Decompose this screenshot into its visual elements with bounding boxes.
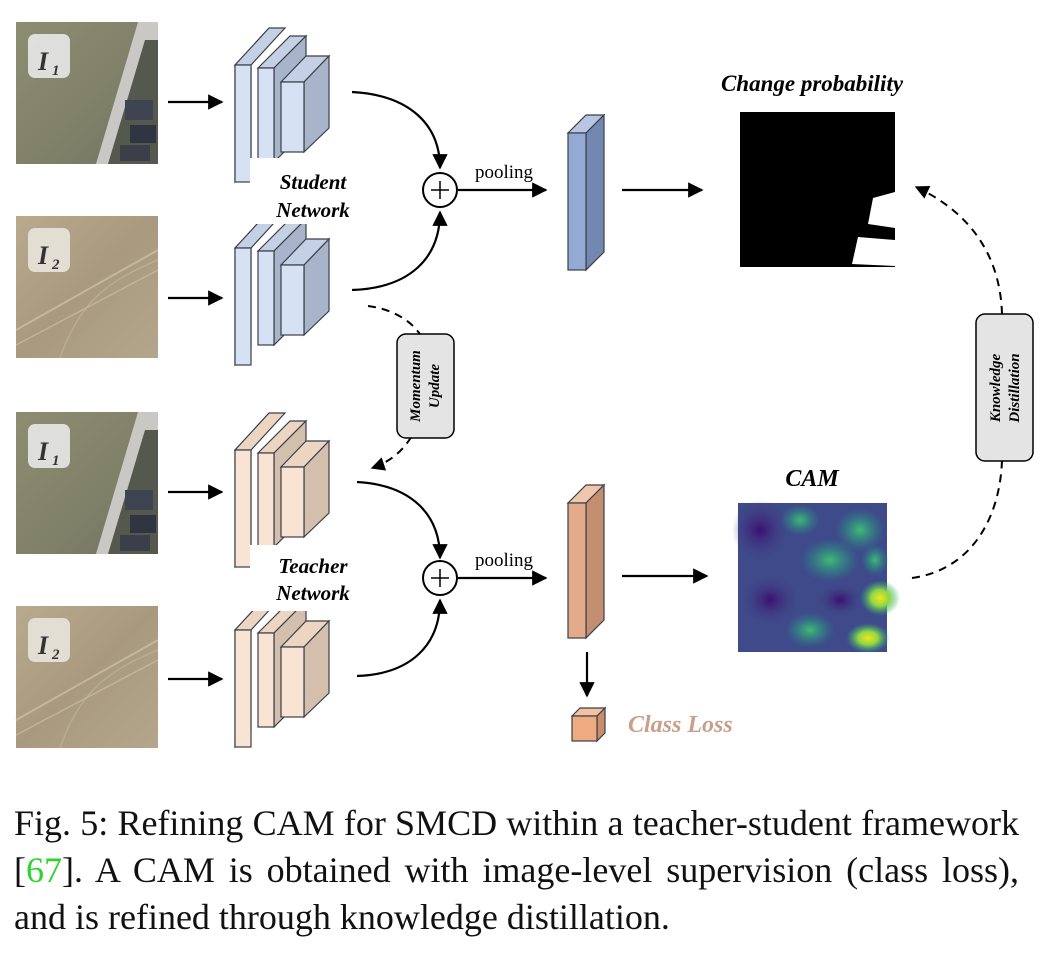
teacher-network-block-2 <box>233 592 331 749</box>
momentum-update-label: Update <box>427 364 443 409</box>
class-loss-label: Class Loss <box>628 712 733 738</box>
teacher-pooled-vector <box>566 483 606 640</box>
caption-text: Fig. 5: Refining CAM for SMCD within a t… <box>14 803 1019 890</box>
image-label-subscript: 2 <box>51 257 60 273</box>
knowledge-distillation-box: Knowledge Distillation <box>975 313 1034 462</box>
student-image-i1: I 1 <box>16 22 158 164</box>
knowledge-distillation-label: Knowledge <box>988 353 1004 423</box>
knowledge-distillation-label: Distillation <box>1007 353 1023 423</box>
distillation-arrow-lower <box>911 459 1003 579</box>
image-label-subscript: 2 <box>51 647 60 663</box>
teacher-network-label: Teacher <box>278 554 348 578</box>
pooling-arrows <box>458 182 548 586</box>
fusion-curves <box>351 90 448 678</box>
change-probability-map <box>740 112 895 267</box>
student-image-i2: I 2 <box>15 216 159 359</box>
image-label-i2: I <box>37 631 49 660</box>
student-pooled-vector <box>566 113 606 272</box>
pooling-label-student: pooling <box>475 162 534 183</box>
student-label-backing <box>250 158 370 224</box>
teacher-image-i1: I 1 <box>16 412 158 554</box>
distillation-arrow-upper <box>914 186 1003 315</box>
citation-link[interactable]: 67 <box>26 850 62 890</box>
momentum-update-box: Momentum Update <box>396 333 455 439</box>
pooling-label-teacher: pooling <box>475 550 534 571</box>
cam-title: CAM <box>785 466 840 492</box>
teacher-network-block-1 <box>233 412 331 569</box>
student-network-label: Student <box>280 170 348 194</box>
cam-heatmap <box>732 500 900 653</box>
teacher-network-label: Network <box>275 581 350 605</box>
image-label-i2: I <box>37 241 49 270</box>
input-arrows <box>168 94 224 687</box>
class-loss-cube <box>570 706 607 743</box>
image-label-subscript: 1 <box>52 63 60 79</box>
student-network-block-2 <box>233 210 331 367</box>
figure-caption: Fig. 5: Refining CAM for SMCD within a t… <box>14 800 1019 941</box>
output-arrows <box>579 182 709 698</box>
change-probability-title: Change probability <box>721 71 904 96</box>
sum-node-teacher <box>422 560 458 596</box>
student-network-label: Network <box>275 198 350 222</box>
diagram-canvas: I 1 I 2 I 1 I 2 <box>15 22 1034 749</box>
teacher-image-i2: I 2 <box>15 606 159 749</box>
momentum-update-label: Momentum <box>408 350 424 423</box>
image-label-subscript: 1 <box>52 453 60 469</box>
image-label-i1: I <box>37 437 49 466</box>
teacher-label-backing <box>250 545 370 611</box>
image-label-i1: I <box>37 47 49 76</box>
sum-node-student <box>422 172 458 208</box>
caption-text: ]. A CAM is obtained with image-level su… <box>14 850 1019 937</box>
